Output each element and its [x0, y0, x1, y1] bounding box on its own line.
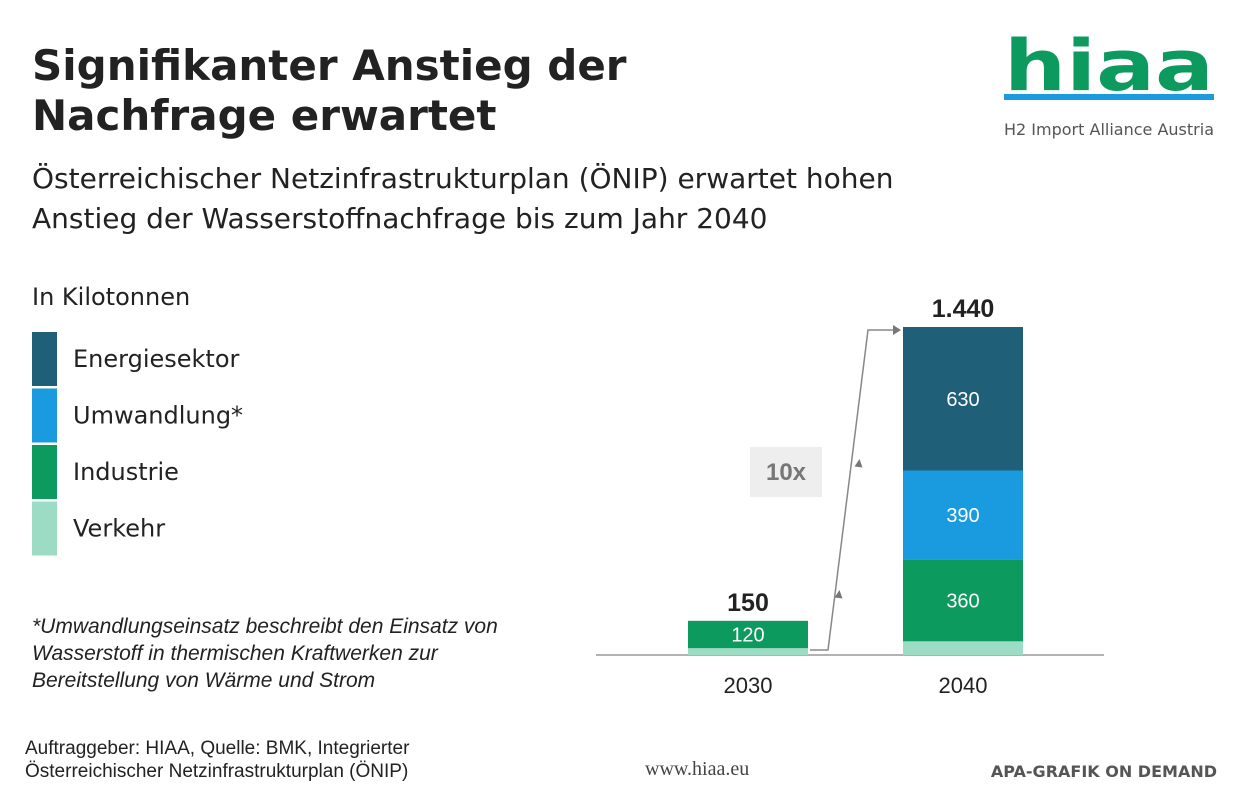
logo-mark: hiaa — [1004, 25, 1214, 107]
text-line: Signifikanter Anstieg der — [32, 41, 627, 90]
annotation-box — [750, 447, 822, 497]
bar-segment — [688, 620, 808, 649]
legend-swatch — [32, 332, 57, 386]
legend-label: Industrie — [73, 458, 179, 486]
arrow-head — [893, 325, 901, 335]
arrow-head — [854, 459, 863, 468]
title: Signifikanter Anstieg der Nachfrage erwar… — [32, 41, 627, 140]
footnote-text: *Umwandlungseinsatz beschreibt den Einsa… — [32, 615, 498, 692]
title-text: Signifikanter Anstieg der Nachfrage erwar… — [32, 41, 627, 140]
value-label: 630 — [946, 389, 979, 411]
text-line: *Umwandlungseinsatz beschreibt den Einsa… — [32, 615, 498, 638]
bar-segment — [903, 641, 1023, 655]
legend-swatch — [32, 445, 57, 499]
x-tick-label: 2030 — [724, 673, 773, 698]
plot: 2030 120 150 2040 360 390 630 1.440 — [688, 295, 1023, 698]
total-label: 150 — [727, 589, 769, 617]
arrow-head — [834, 590, 843, 599]
value-label: 360 — [946, 590, 979, 612]
value-label: 120 — [731, 625, 764, 647]
legend-label: Verkehr — [73, 515, 165, 543]
legend-label: Umwandlung* — [73, 402, 243, 430]
legend-swatch — [32, 501, 57, 556]
value-label: 390 — [946, 505, 979, 527]
logo-bar — [1004, 94, 1214, 100]
unit-label: In Kilotonnen — [32, 283, 190, 311]
bar-segment — [903, 559, 1023, 642]
text-line: Österreichischer Netzinfrastrukturplan (… — [32, 161, 893, 195]
logo-tagline: H2 Import Alliance Austria — [1004, 120, 1214, 139]
text-line: Bereitstellung von Wärme und Strom — [32, 669, 375, 692]
subtitle-text: Österreichischer Netzinfrastrukturplan (… — [32, 161, 893, 235]
x-tick-label: 2040 — [939, 673, 988, 698]
growth-arrow — [810, 329, 893, 651]
text-line: Wasserstoff in thermischen Kraftwerken z… — [32, 642, 439, 665]
bar-segment — [903, 470, 1023, 560]
website: www.hiaa.eu — [645, 758, 749, 780]
bar-segment — [688, 648, 808, 655]
legend-swatch — [32, 388, 57, 443]
text-line: Anstieg der Wasserstoffnachfrage bis zum… — [32, 202, 767, 235]
credit: APA-GRAFIK ON DEMAND — [991, 762, 1217, 781]
subtitle: Österreichischer Netzinfrastrukturplan (… — [32, 161, 893, 235]
text-line: Österreichischer Netzinfrastrukturplan (… — [25, 761, 408, 782]
total-label: 1.440 — [932, 295, 995, 323]
footnote: *Umwandlungseinsatz beschreibt den Einsa… — [32, 615, 498, 692]
legend: Verkehr Industrie Umwandlung* Energiesektor — [32, 332, 243, 556]
source: Auftraggeber: HIAA, Quelle: BMK, Integri… — [25, 738, 410, 782]
annotation: 10x — [766, 459, 807, 486]
legend-label: Energiesektor — [73, 345, 240, 373]
source-text: Auftraggeber: HIAA, Quelle: BMK, Integri… — [25, 738, 410, 782]
bar-segment — [903, 327, 1023, 471]
text-line: Auftraggeber: HIAA, Quelle: BMK, Integri… — [25, 738, 410, 759]
text-line: Nachfrage erwartet — [32, 91, 496, 140]
